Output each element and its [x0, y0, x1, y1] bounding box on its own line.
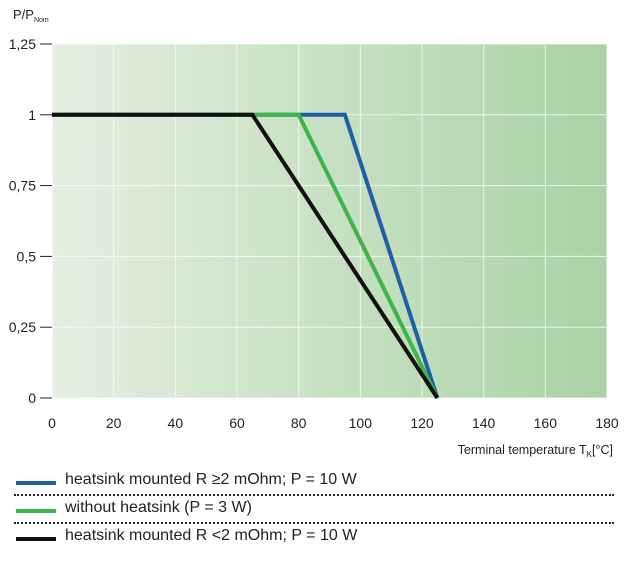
x-axis-label-main: Terminal temperature T: [458, 443, 587, 457]
x-axis-label: Terminal temperature TK[°C]: [458, 443, 613, 459]
legend-swatch: [16, 481, 56, 485]
x-tick-label: 60: [229, 415, 245, 431]
series-lines: [52, 112, 440, 400]
legend: heatsink mounted R ≥2 mOhm; P = 10 W wit…: [14, 470, 614, 556]
series-line: [52, 112, 440, 400]
legend-label: without heatsink (P = 3 W): [65, 499, 252, 516]
y-tick-label: 0,25: [9, 319, 36, 335]
y-tick-label: 1: [28, 107, 36, 123]
y-axis-label-sub: Nom: [34, 17, 49, 24]
x-tick-label: 180: [595, 415, 619, 431]
x-tick-label: 40: [168, 415, 184, 431]
x-tick-label: 120: [410, 415, 434, 431]
legend-item: heatsink mounted R ≥2 mOhm; P = 10 W: [14, 470, 614, 496]
y-tick-label: 0: [28, 390, 36, 406]
legend-label: heatsink mounted R ≥2 mOhm; P = 10 W: [65, 471, 357, 488]
y-tick-label: 1,25: [9, 36, 36, 52]
y-tick-label: 0,75: [9, 178, 36, 194]
x-tick-label: 0: [48, 415, 56, 431]
grid-lines: [51, 43, 608, 399]
x-tick-label: 100: [349, 415, 373, 431]
plot-background: [52, 44, 607, 398]
y-axis-label-main: P/P: [13, 7, 34, 22]
legend-swatch: [16, 537, 56, 541]
legend-item: heatsink mounted R <2 mOhm; P = 10 W: [14, 526, 614, 556]
derating-chart: P/PNom 0 20 40 60 80 100 120 140 160 18000,250,50…: [9, 7, 619, 459]
x-axis-label-sub: K: [587, 450, 593, 459]
x-tick-label: 160: [534, 415, 558, 431]
legend-label: heatsink mounted R <2 mOhm; P = 10 W: [65, 527, 358, 544]
y-axis-label: P/PNom: [13, 7, 49, 24]
y-tick-label: 0,5: [17, 248, 37, 264]
x-tick-label: 80: [291, 415, 307, 431]
x-axis-label-unit: [°C]: [592, 443, 613, 457]
legend-swatch: [16, 509, 56, 513]
x-tick-label: 20: [106, 415, 122, 431]
x-tick-label: 140: [472, 415, 496, 431]
tick-labels: 0 20 40 60 80 100 120 140 160 180 0 0,25 0,5 0,75 1 1,2…: [9, 36, 619, 431]
legend-item: without heatsink (P = 3 W): [14, 498, 614, 524]
